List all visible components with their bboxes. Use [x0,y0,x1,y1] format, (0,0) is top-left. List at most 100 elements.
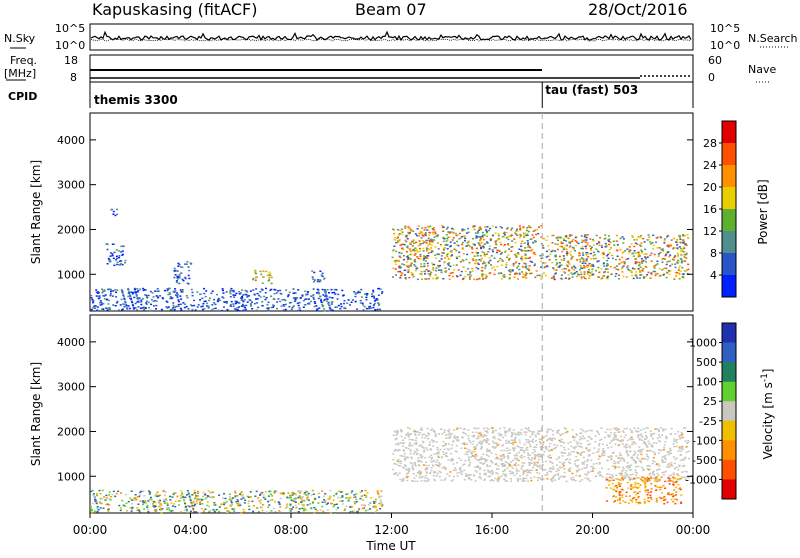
data-cell [431,233,434,235]
data-cell [562,463,564,466]
data-cell [482,463,484,465]
data-cell [533,264,536,267]
data-cell [523,262,526,265]
data-cell [472,226,475,228]
data-cell [207,307,210,309]
data-cell [524,247,527,249]
data-cell [482,435,485,437]
data-cell [631,444,634,446]
data-cell [676,438,679,441]
data-cell [190,263,193,265]
data-cell [230,501,233,504]
data-cell [484,458,487,460]
data-cell [505,237,508,239]
data-cell [505,232,508,234]
data-cell [477,242,480,244]
data-cell [478,475,481,478]
data-cell [395,263,398,265]
data-cell [687,439,690,442]
data-cell [237,307,239,309]
data-cell [444,444,447,446]
data-cell [90,297,93,299]
data-cell [552,276,555,279]
data-cell [238,293,241,295]
data-cell [481,269,484,272]
data-cell [465,245,468,247]
data-cell [533,464,536,467]
data-cell [648,479,651,481]
data-cell [243,502,246,504]
data-cell [430,456,433,459]
data-cell [535,270,538,272]
data-cell [337,304,340,307]
data-cell [393,245,396,247]
data-cell [638,449,641,451]
data-cell [670,427,673,430]
data-cell [354,293,357,295]
data-cell [457,269,460,271]
data-cell [622,439,625,442]
data-cell [402,243,404,246]
data-cell [600,244,603,247]
data-cell [236,309,239,311]
data-cell [685,471,688,473]
data-cell [477,236,480,238]
data-cell [680,501,682,504]
data-cell [570,477,573,480]
data-cell [509,273,511,276]
data-cell [679,242,682,244]
data-cell [418,242,421,245]
data-cell [629,499,632,501]
data-cell [197,492,199,494]
data-cell [664,457,667,459]
data-cell [539,465,542,467]
data-cell [142,501,145,504]
data-cell [213,510,216,513]
data-cell [579,436,582,438]
data-cell [552,267,555,269]
data-cell [471,248,474,250]
data-cell [99,501,101,503]
data-cell [525,271,528,274]
data-cell [601,246,603,248]
data-cell [92,307,95,309]
data-cell [610,477,613,479]
data-cell [184,263,187,265]
data-cell [97,509,100,511]
data-cell [480,445,483,448]
data-cell [518,273,521,276]
data-cell [96,493,98,495]
data-cell [563,462,566,464]
data-cell [602,256,605,259]
nave-tick-top: 60 [708,54,722,67]
data-cell [616,249,619,252]
data-cell [675,498,678,501]
data-cell [373,502,376,504]
data-cell [616,499,619,501]
data-cell [508,278,511,280]
data-cell [208,505,211,508]
data-cell [436,277,439,279]
data-cell [650,475,653,478]
data-cell [397,443,400,446]
data-cell [213,504,216,506]
data-cell [455,256,458,259]
data-cell [677,468,680,471]
colorbar-segment [722,420,736,441]
data-cell [474,455,477,458]
data-cell [261,491,264,494]
data-cell [420,270,423,273]
data-cell [165,306,168,308]
data-cell [681,448,684,450]
data-cell [628,252,631,254]
data-cell [486,438,489,440]
data-cell [175,305,178,308]
data-cell [302,496,304,498]
data-cell [599,456,602,458]
data-cell [673,247,676,249]
data-cell [468,477,471,479]
data-cell [160,509,163,511]
data-cell [316,292,318,294]
y-tick-label: 1000 [57,470,85,483]
data-cell [166,301,169,303]
